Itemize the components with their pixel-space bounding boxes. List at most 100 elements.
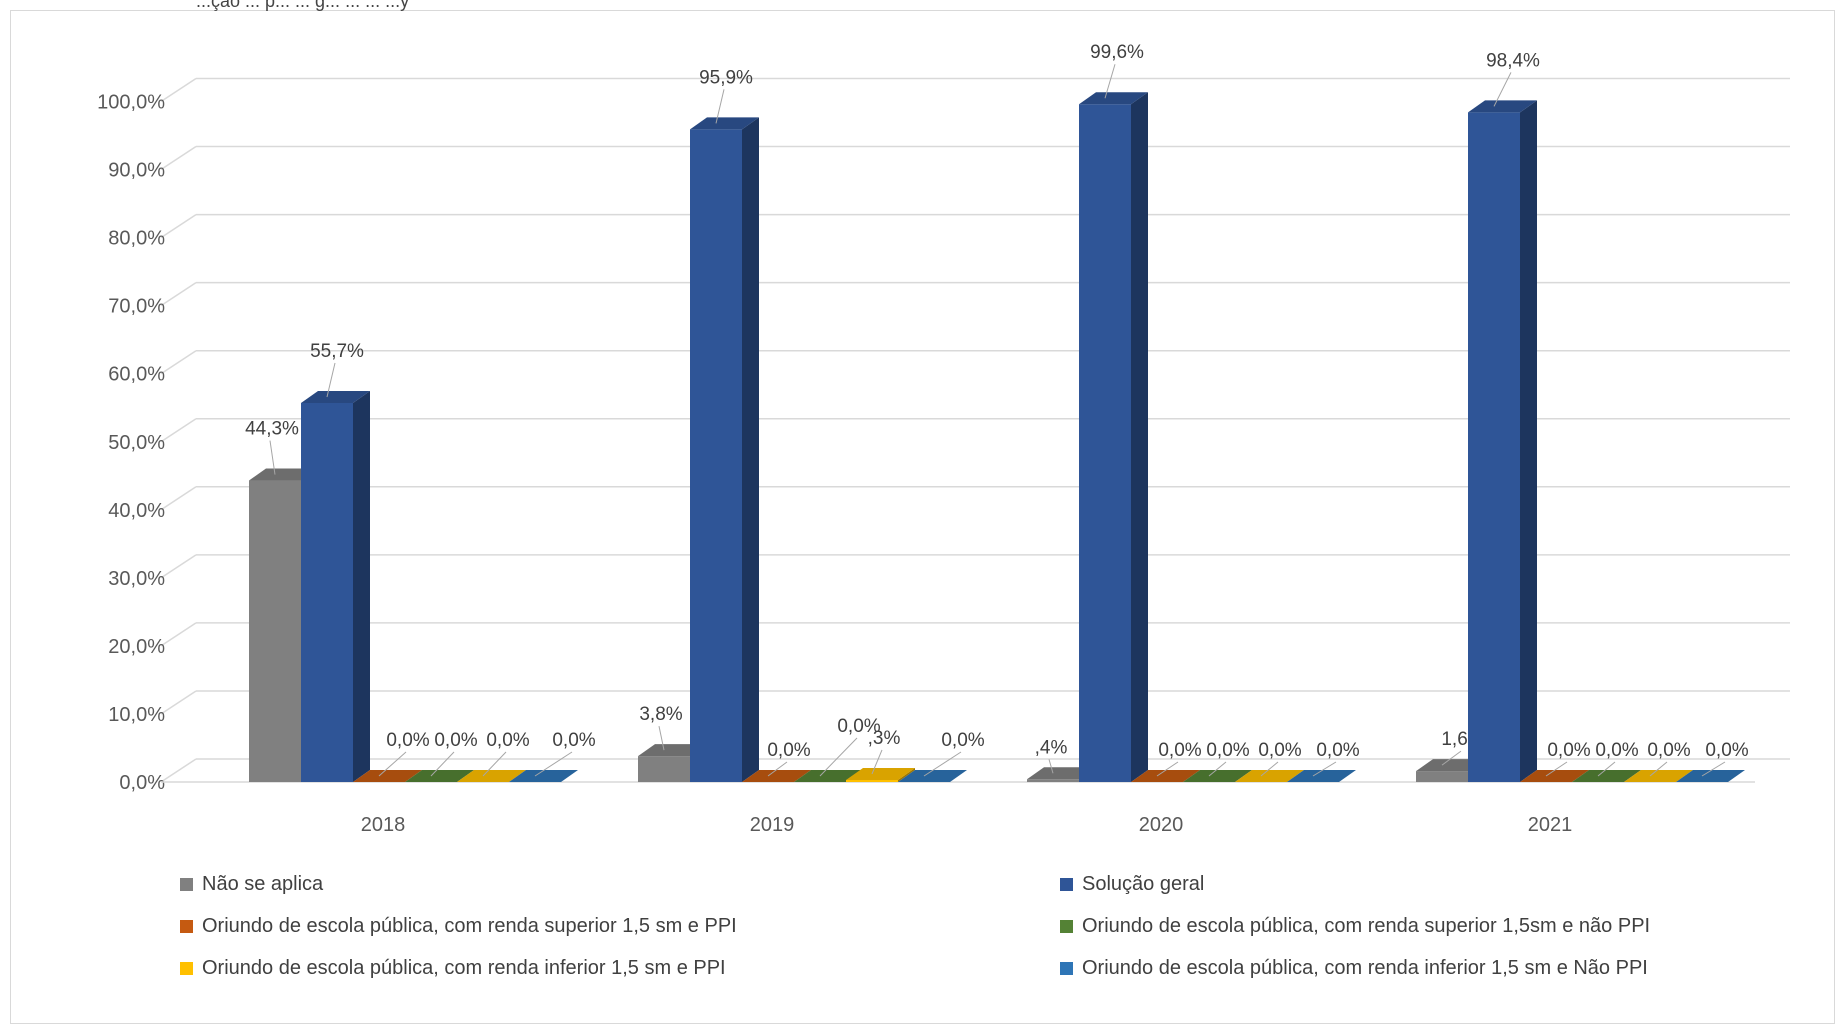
y-tick-label: 10,0% <box>108 704 165 726</box>
data-label: 0,0% <box>1316 740 1359 761</box>
legend-label: Oriundo de escola pública, com renda inf… <box>1082 957 1648 979</box>
bar <box>249 480 301 782</box>
y-tick-label: 0,0% <box>119 772 165 794</box>
bar-top <box>353 770 422 782</box>
label-leader <box>1208 761 1227 777</box>
gridline-side <box>160 486 197 511</box>
label-leader <box>658 726 665 751</box>
legend-item-superior-nao-ppi: Oriundo de escola pública, com renda sup… <box>1060 915 1650 938</box>
label-leader <box>269 440 276 475</box>
data-label: 0,0% <box>1206 740 1249 761</box>
label-leader <box>767 761 788 777</box>
y-tick-label: 30,0% <box>108 568 165 590</box>
legend-item-nao-se-aplica: Não se aplica <box>180 873 323 896</box>
bar <box>1079 104 1131 783</box>
legend-label: Oriundo de escola pública, com renda sup… <box>1082 915 1651 937</box>
gridline-side <box>160 77 197 103</box>
bar-top <box>1235 770 1304 782</box>
label-leader <box>1048 759 1054 774</box>
data-label: 0,0% <box>1258 740 1301 761</box>
legend-swatch <box>180 962 193 975</box>
bar <box>1468 112 1520 782</box>
data-label: 0,0% <box>1547 740 1590 761</box>
label-leader <box>1597 761 1616 777</box>
bar-top <box>1520 770 1589 782</box>
y-tick-label: 20,0% <box>108 636 165 658</box>
legend-label: Solução geral <box>1082 873 1205 895</box>
legend-label: Não se aplica <box>202 873 324 895</box>
legend-swatch <box>180 878 193 891</box>
label-leader <box>482 751 507 777</box>
bar <box>1416 771 1468 782</box>
data-label: ,4% <box>1035 737 1068 758</box>
gridline-side <box>160 554 197 579</box>
data-label: 0,0% <box>767 740 810 761</box>
label-leader <box>1545 761 1568 777</box>
x-tick-label: 2019 <box>750 814 795 836</box>
data-label: 0,0% <box>1647 740 1690 761</box>
data-label: 99,6% <box>1090 42 1144 63</box>
bar-side <box>1520 100 1537 782</box>
gridline-side <box>160 758 197 783</box>
label-leader <box>326 362 336 398</box>
gridline-side <box>160 690 197 715</box>
bar-top <box>249 468 318 481</box>
y-tick-label: 40,0% <box>108 500 165 522</box>
bar-top <box>1131 770 1200 782</box>
bar <box>638 756 690 782</box>
bar-side <box>742 117 759 782</box>
bar-top <box>301 390 370 403</box>
bar-top <box>794 770 863 782</box>
bar-top <box>1027 767 1096 780</box>
gridline-side <box>160 418 197 443</box>
gridline-side <box>160 282 197 307</box>
legend-item-solucao-geral: Solução geral <box>1060 873 1204 896</box>
y-tick-label: 100,0% <box>97 92 165 114</box>
label-leader <box>1441 750 1462 766</box>
bar-top <box>1416 759 1485 772</box>
bar-top <box>638 744 707 757</box>
label-leader <box>1156 761 1179 777</box>
data-label: 0,0% <box>1705 740 1748 761</box>
bar-side <box>898 767 915 782</box>
label-leader <box>1493 72 1512 107</box>
y-tick-label: 80,0% <box>108 228 165 250</box>
label-leader <box>430 751 455 777</box>
legend-item-inferior-nao-ppi: Oriundo de escola pública, com renda inf… <box>1060 957 1648 980</box>
data-label: 98,4% <box>1486 50 1540 71</box>
y-tick-label: 50,0% <box>108 432 165 454</box>
bar-top <box>457 770 526 782</box>
bar-side <box>353 390 370 782</box>
bar <box>690 129 742 782</box>
legend-swatch <box>1060 962 1073 975</box>
data-label: 55,7% <box>310 341 364 362</box>
x-tick-label: 2021 <box>1528 814 1573 836</box>
bar-top <box>1572 770 1641 782</box>
x-tick-label: 2020 <box>1139 814 1184 836</box>
legend-swatch <box>1060 878 1073 891</box>
gridline-side <box>160 213 197 239</box>
legend-item-inferior-ppi: Oriundo de escola pública, com renda inf… <box>180 957 726 980</box>
data-label: 0,0% <box>552 730 595 751</box>
label-leader <box>715 89 725 124</box>
label-leader <box>534 751 573 777</box>
bar-top <box>509 770 578 782</box>
data-label: ,3% <box>868 728 901 749</box>
bar-top <box>1287 770 1356 782</box>
data-label: 0,0% <box>941 730 984 751</box>
bar-top <box>898 770 967 782</box>
data-label: 44,3% <box>245 419 299 440</box>
legend-swatch <box>180 920 193 933</box>
y-tick-label: 60,0% <box>108 364 165 386</box>
label-leader <box>378 751 407 777</box>
y-tick-label: 70,0% <box>108 296 165 318</box>
chart-title-fragment: ...ção ... p... ... g... ... ... ...y <box>196 0 410 11</box>
label-leader <box>923 751 962 777</box>
bar-top <box>1183 770 1252 782</box>
bar-top <box>742 770 811 782</box>
data-label: 0,0% <box>837 716 880 737</box>
bar-top <box>1079 92 1148 105</box>
label-leader <box>1104 64 1116 99</box>
label-leader <box>819 737 858 777</box>
